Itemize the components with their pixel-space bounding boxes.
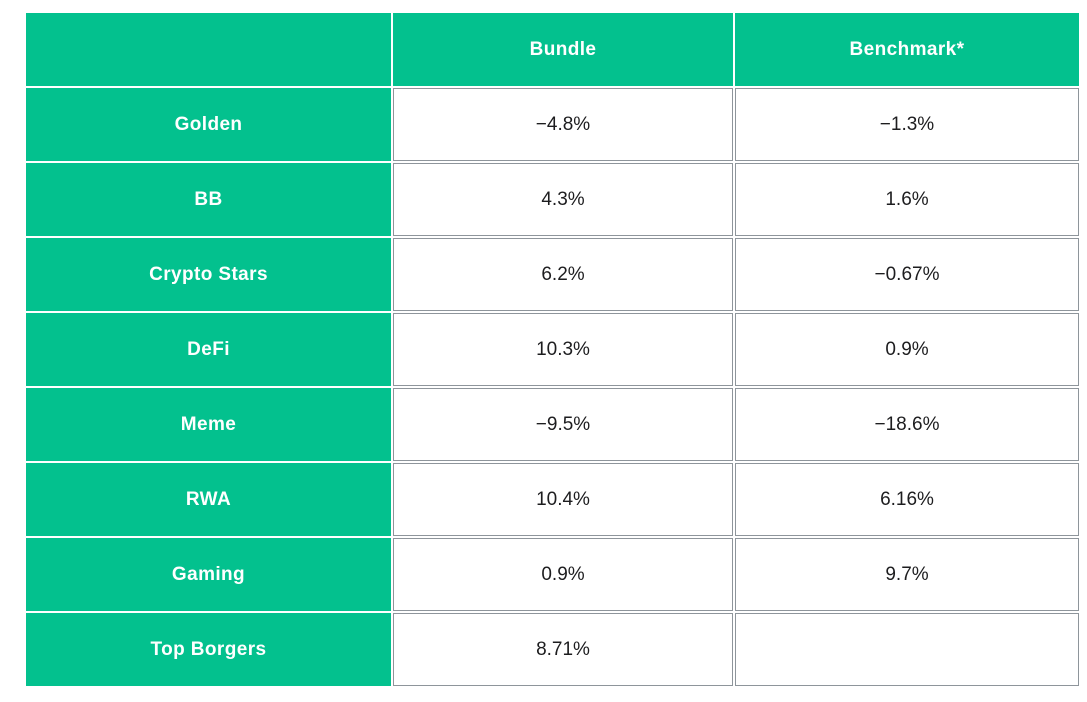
header-cell-benchmark: Benchmark* <box>735 13 1079 86</box>
header-row: Bundle Benchmark* <box>26 13 1079 86</box>
table-row-rwa: RWA 10.4% 6.16% <box>26 463 1079 536</box>
benchmark-value: −0.67% <box>735 238 1079 311</box>
row-label: Top Borgers <box>26 613 391 686</box>
performance-table-container: Bundle Benchmark* Golden −4.8% −1.3% BB … <box>24 11 1081 688</box>
bundle-value: 8.71% <box>393 613 733 686</box>
header-cell-bundle: Bundle <box>393 13 733 86</box>
benchmark-value <box>735 613 1079 686</box>
bundle-value: −4.8% <box>393 88 733 161</box>
row-label: BB <box>26 163 391 236</box>
benchmark-value: 9.7% <box>735 538 1079 611</box>
table-row-top-borgers: Top Borgers 8.71% <box>26 613 1079 686</box>
row-label: Golden <box>26 88 391 161</box>
benchmark-value: −1.3% <box>735 88 1079 161</box>
bundle-value: 0.9% <box>393 538 733 611</box>
bundle-value: 6.2% <box>393 238 733 311</box>
table-row-golden: Golden −4.8% −1.3% <box>26 88 1079 161</box>
table-row-bb: BB 4.3% 1.6% <box>26 163 1079 236</box>
benchmark-value: −18.6% <box>735 388 1079 461</box>
row-label: Gaming <box>26 538 391 611</box>
table-row-meme: Meme −9.5% −18.6% <box>26 388 1079 461</box>
bundle-value: 10.3% <box>393 313 733 386</box>
table-row-defi: DeFi 10.3% 0.9% <box>26 313 1079 386</box>
row-label: DeFi <box>26 313 391 386</box>
benchmark-value: 6.16% <box>735 463 1079 536</box>
header-cell-empty <box>26 13 391 86</box>
table-row-gaming: Gaming 0.9% 9.7% <box>26 538 1079 611</box>
row-label: Meme <box>26 388 391 461</box>
bundle-value: 4.3% <box>393 163 733 236</box>
benchmark-value: 0.9% <box>735 313 1079 386</box>
bundle-value: 10.4% <box>393 463 733 536</box>
benchmark-value: 1.6% <box>735 163 1079 236</box>
table-row-crypto-stars: Crypto Stars 6.2% −0.67% <box>26 238 1079 311</box>
performance-table: Bundle Benchmark* Golden −4.8% −1.3% BB … <box>24 11 1081 688</box>
row-label: Crypto Stars <box>26 238 391 311</box>
bundle-value: −9.5% <box>393 388 733 461</box>
row-label: RWA <box>26 463 391 536</box>
